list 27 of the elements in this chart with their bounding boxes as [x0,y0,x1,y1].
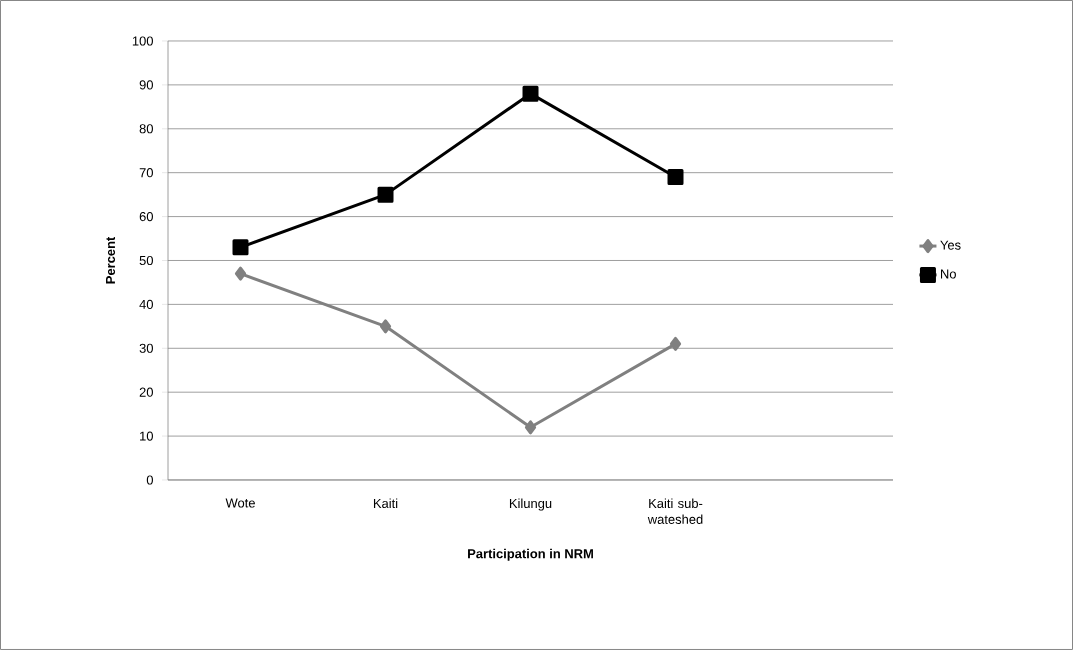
point [379,319,392,334]
x-tick-label: Kaiti sub-wateshed [647,498,703,524]
legend-label: Yes [940,240,961,250]
point [232,239,249,256]
point [234,266,247,281]
y-tick-label: 60 [139,212,153,222]
y-tick-label: 20 [139,387,153,397]
y-tick-label: 10 [140,431,153,441]
x-tick-label: Kilungu [509,498,552,511]
x-axis-title: Participation in NRM [468,548,593,561]
y-tick-label: 90 [139,80,153,90]
legend-label: No [941,269,956,279]
point [524,420,537,435]
y-tick-label: 0 [146,475,153,485]
point [667,169,684,186]
point [669,336,682,351]
point [377,186,394,203]
y-tick-label: 100 [132,36,153,46]
y-tick-label: 50 [139,255,153,266]
x-tick-label: Wote [225,498,255,508]
y-tick-label: 80 [139,124,153,134]
y-axis-title: Percent [106,236,116,284]
y-tick-label: 40 [139,299,153,309]
x-tick-label: Kaiti [373,498,398,509]
point [522,85,539,102]
y-tick-label: 70 [139,168,153,178]
y-tick-label: 30 [139,343,153,353]
